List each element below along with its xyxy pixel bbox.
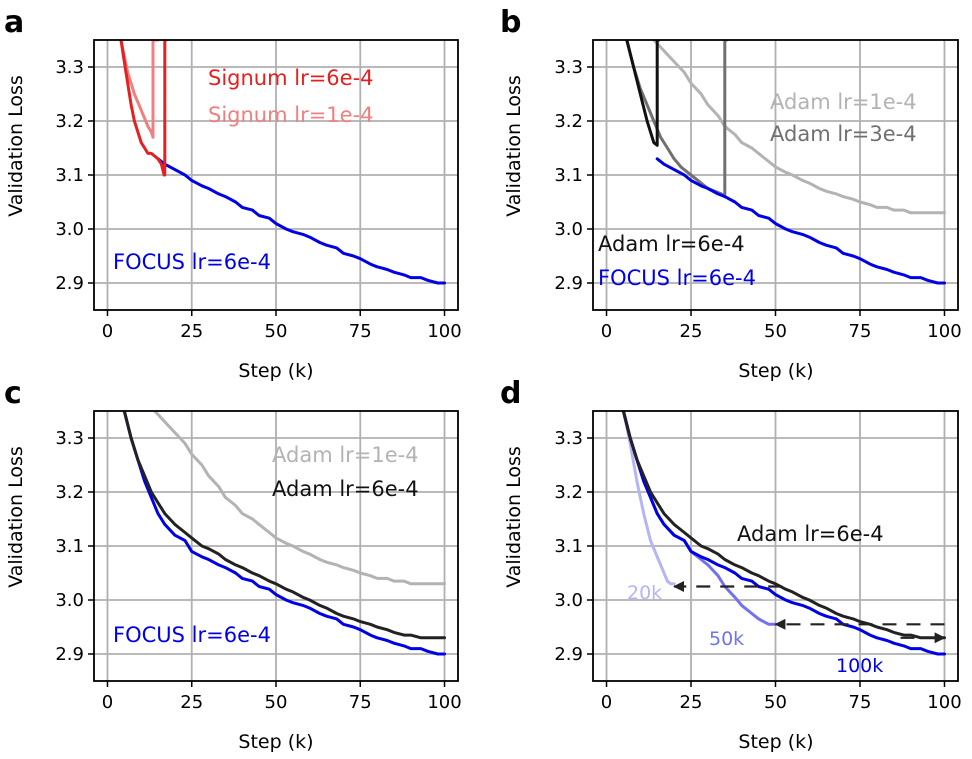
- series-label-100k: 100k: [836, 655, 883, 677]
- series-line-focus-lr-6e-4: [156, 157, 446, 285]
- y-tick-label: 3.2: [55, 482, 84, 503]
- series-label-signum-1e-4: Signum lr=1e-4: [208, 103, 374, 127]
- series-label-focus: FOCUS lr=6e-4: [598, 266, 756, 290]
- y-tick-label: 3.1: [554, 165, 583, 186]
- x-tick-label: 50: [265, 321, 288, 342]
- series-label-signum-6e-4: Signum lr=6e-4: [208, 66, 374, 90]
- x-tick-label: 25: [680, 321, 703, 342]
- y-axis-label: Validation Loss: [5, 446, 27, 588]
- x-axis-label: Step (k): [738, 731, 813, 753]
- x-axis-label: Step (k): [238, 731, 313, 753]
- series-label-adam-1e-4: Adam lr=1e-4: [272, 443, 419, 467]
- panel-letter-c: c: [4, 376, 22, 411]
- y-tick-label: 3.0: [55, 590, 84, 611]
- y-tick-label: 3.3: [554, 57, 583, 78]
- x-tick-label: 100: [427, 321, 461, 342]
- y-tick-label: 3.2: [55, 111, 84, 132]
- y-tick-label: 3.0: [554, 219, 583, 240]
- series-label-focus: FOCUS lr=6e-4: [113, 250, 271, 274]
- x-tick-label: 25: [180, 692, 203, 713]
- x-tick-label: 75: [849, 321, 872, 342]
- panel-d: 0 25 50 75 100 2.9 3.0 3.1 3.2 3.3 d Validation L…: [500, 376, 962, 753]
- series-line-focus-lr-6e-4: [122, 411, 446, 656]
- axes-frame: [592, 39, 959, 311]
- series-line-adam-lr-6e-4: [625, 40, 661, 147]
- series-line-focus-100k: [621, 411, 946, 656]
- x-tick-label: 50: [764, 692, 787, 713]
- series-label-50k: 50k: [709, 628, 744, 650]
- x-tick-label: 100: [927, 692, 961, 713]
- series-line-signum-lr-6e-4: [119, 40, 168, 177]
- y-tick-label: 3.0: [55, 219, 84, 240]
- plot-area: 0 25 50 75 100 2.9 3.0 3.1 3.2 3.3: [55, 39, 462, 342]
- y-tick-label: 2.9: [554, 644, 583, 665]
- series-line-adam-lr-1e-4: [153, 411, 446, 586]
- series-line-focus-20k: [621, 411, 676, 586]
- x-tick-label: 0: [601, 321, 612, 342]
- axes-frame: [93, 39, 459, 311]
- y-tick-label: 3.3: [554, 428, 583, 449]
- x-tick-label: 50: [265, 692, 288, 713]
- series-label-adam-6e-4: Adam lr=6e-4: [272, 477, 419, 501]
- axes-frame: [592, 410, 959, 682]
- y-axis-label: Validation Loss: [503, 446, 525, 588]
- y-tick-label: 2.9: [55, 644, 84, 665]
- panel-b: 0 25 50 75 100 2.9 3.0 3.1 3.2 3.3 b Validation L…: [500, 5, 962, 382]
- x-tick-label: 0: [102, 321, 113, 342]
- y-tick-label: 2.9: [55, 273, 84, 294]
- series-label-adam-6e-4: Adam lr=6e-4: [598, 232, 745, 256]
- series-group: [122, 411, 446, 656]
- y-tick-label: 3.1: [55, 165, 84, 186]
- series-label-adam-6e-4: Adam lr=6e-4: [737, 522, 884, 546]
- x-tick-label: 100: [927, 321, 961, 342]
- x-tick-label: 100: [427, 692, 461, 713]
- x-tick-label: 50: [764, 321, 787, 342]
- x-tick-label: 25: [680, 692, 703, 713]
- axes-frame: [93, 410, 459, 682]
- y-axis-label: Validation Loss: [503, 75, 525, 217]
- series-line-adam-lr-1e-4: [652, 40, 946, 215]
- series-group: [625, 40, 946, 285]
- x-tick-label: 75: [849, 692, 872, 713]
- plot-area: 0 25 50 75 100 2.9 3.0 3.1 3.2 3.3: [55, 410, 462, 713]
- y-tick-label: 3.3: [55, 428, 84, 449]
- series-label-adam-1e-4: Adam lr=1e-4: [770, 90, 917, 114]
- y-axis-label: Validation Loss: [5, 75, 27, 217]
- series-line-signum-lr-1e-4: [119, 40, 160, 139]
- x-tick-label: 25: [180, 321, 203, 342]
- series-group: [119, 40, 446, 285]
- x-tick-label: 75: [349, 321, 372, 342]
- series-label-adam-3e-4: Adam lr=3e-4: [770, 122, 917, 146]
- x-tick-label: 75: [349, 692, 372, 713]
- x-axis-label: Step (k): [238, 360, 313, 382]
- y-tick-label: 3.0: [554, 590, 583, 611]
- series-line-adam-lr-6e-4: [122, 411, 446, 640]
- y-tick-label: 3.2: [554, 111, 583, 132]
- panel-c: 0 25 50 75 100 2.9 3.0 3.1 3.2 3.3 c Validation L…: [4, 376, 462, 753]
- y-tick-label: 3.2: [554, 482, 583, 503]
- panel-letter-d: d: [500, 376, 521, 411]
- y-tick-label: 3.1: [554, 536, 583, 557]
- x-axis-label: Step (k): [738, 360, 813, 382]
- y-tick-label: 3.3: [55, 57, 84, 78]
- panel-letter-b: b: [500, 5, 521, 40]
- y-tick-label: 2.9: [554, 273, 583, 294]
- x-tick-label: 0: [102, 692, 113, 713]
- series-line-focus-lr-6e-4: [655, 157, 946, 285]
- panel-a: 0 25 50 75 100 2.9 3.0 3.1 3.2 3.3 a Validation L…: [4, 5, 462, 382]
- plot-area: 0 25 50 75 100 2.9 3.0 3.1 3.2 3.3: [554, 410, 962, 713]
- y-tick-label: 3.1: [55, 536, 84, 557]
- x-tick-label: 0: [601, 692, 612, 713]
- series-label-20k: 20k: [627, 582, 662, 604]
- series-label-focus: FOCUS lr=6e-4: [113, 623, 271, 647]
- plot-area: 0 25 50 75 100 2.9 3.0 3.1 3.2 3.3: [554, 39, 962, 342]
- panel-letter-a: a: [4, 5, 24, 40]
